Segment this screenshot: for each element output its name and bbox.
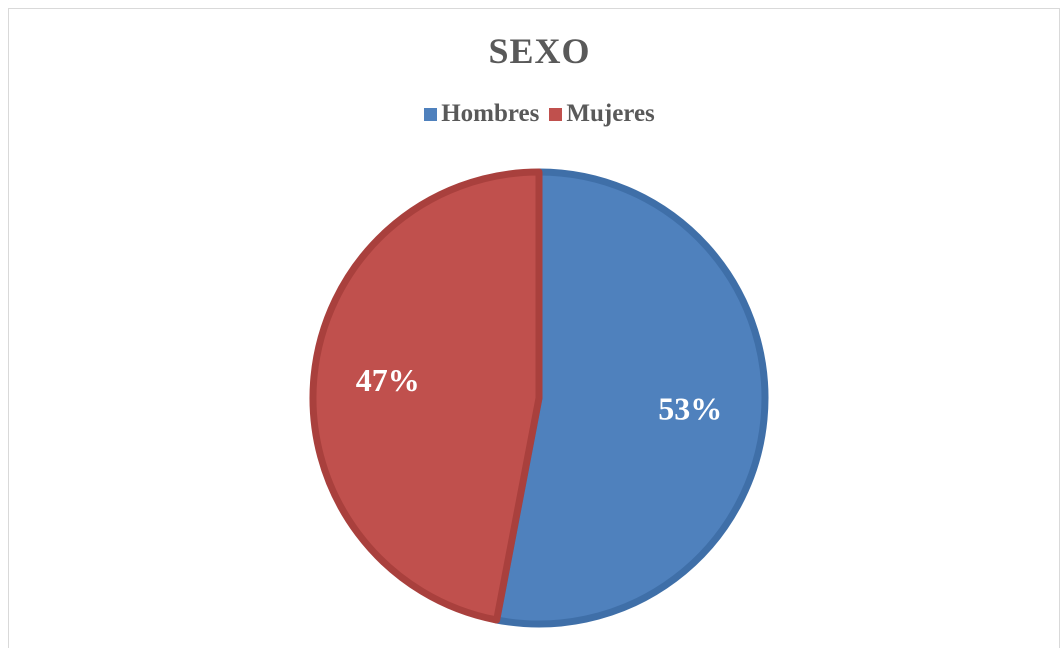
pie-label-mujeres: 47% xyxy=(356,362,420,398)
legend-item-hombres: Hombres xyxy=(424,100,539,128)
legend: Hombres Mujeres xyxy=(0,100,1062,128)
legend-swatch-mujeres xyxy=(549,107,563,121)
legend-label-hombres: Hombres xyxy=(441,100,540,127)
chart-title: SEXO xyxy=(488,31,591,71)
legend-swatch-hombres xyxy=(424,107,438,121)
pie-label-hombres: 53% xyxy=(658,391,722,427)
pie-slice-mujeres xyxy=(309,168,543,624)
chart-frame xyxy=(8,8,1060,648)
pie-labels: 53% 47% xyxy=(356,362,723,427)
legend-item-mujeres: Mujeres xyxy=(549,100,655,128)
pie-slice-hombres xyxy=(493,168,769,628)
pie-slices xyxy=(309,168,769,628)
legend-label-mujeres: Mujeres xyxy=(566,100,655,127)
